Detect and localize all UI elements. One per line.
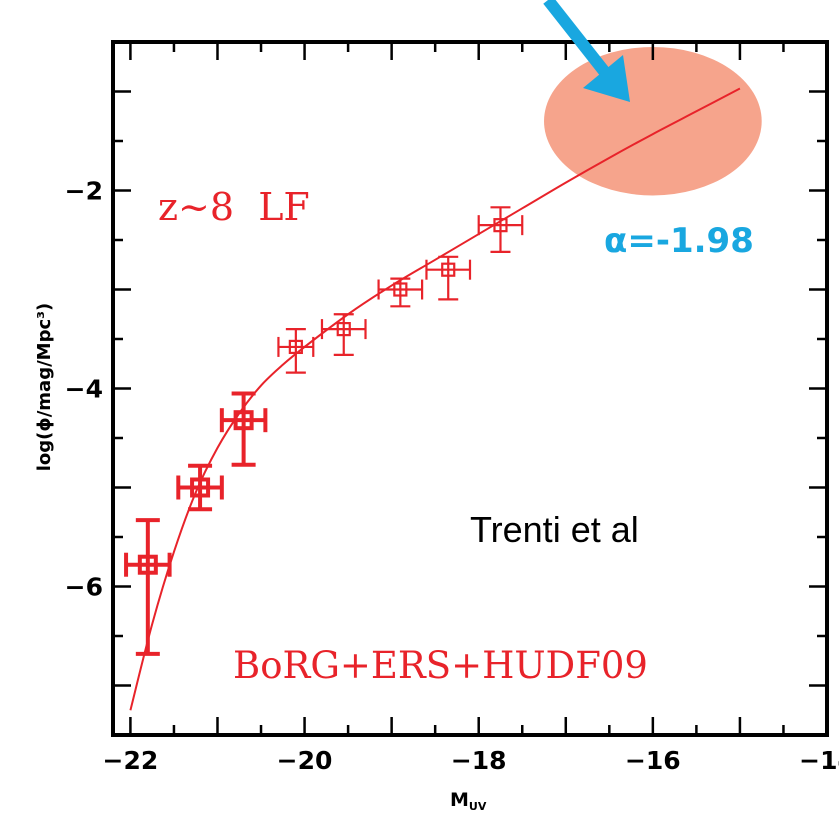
y-tick-label: −4 bbox=[65, 375, 103, 404]
data-point bbox=[477, 206, 524, 253]
x-tick-label: −18 bbox=[451, 746, 507, 775]
axis-ticks bbox=[113, 40, 829, 737]
open-square-marker bbox=[190, 477, 211, 498]
data-point bbox=[124, 518, 172, 656]
data-point bbox=[320, 313, 367, 356]
open-square-marker bbox=[336, 322, 351, 337]
open-square-marker bbox=[233, 410, 254, 431]
x-axis-label: MUV bbox=[450, 789, 487, 813]
open-square-marker bbox=[137, 554, 158, 575]
x-tick-label: −20 bbox=[277, 746, 333, 775]
open-square-marker bbox=[493, 218, 508, 233]
data-point bbox=[219, 391, 268, 467]
tick-labels: −22 −20 −18 −16 −14 −2 −4 −6 bbox=[65, 177, 839, 776]
author-label: Trenti et al bbox=[470, 509, 639, 550]
data-points bbox=[124, 206, 524, 656]
open-square-marker bbox=[288, 339, 303, 355]
highlight-ellipse bbox=[544, 46, 762, 196]
y-tick-label: −6 bbox=[65, 573, 103, 602]
data-point bbox=[425, 255, 472, 301]
data-point bbox=[277, 328, 315, 374]
open-square-marker bbox=[393, 282, 408, 297]
x-tick-label: −22 bbox=[103, 746, 159, 775]
data-point bbox=[377, 277, 424, 308]
lf-label: z~8 LF bbox=[158, 185, 310, 229]
open-square-marker bbox=[441, 262, 456, 277]
arrow-shaft bbox=[543, 0, 616, 84]
survey-label: BoRG+ERS+HUDF09 bbox=[233, 644, 648, 687]
x-tick-label: −16 bbox=[625, 746, 681, 775]
arrow-head bbox=[583, 55, 630, 102]
y-axis-label: log(ϕ/mag/Mpc³) bbox=[34, 303, 55, 472]
alpha-label: α=-1.98 bbox=[604, 221, 754, 261]
schechter-fit-line bbox=[129, 87, 741, 711]
pointer-arrow bbox=[543, 0, 630, 102]
y-tick-label: −2 bbox=[65, 177, 103, 206]
x-tick-label: −14 bbox=[799, 746, 839, 775]
data-point bbox=[176, 463, 224, 512]
